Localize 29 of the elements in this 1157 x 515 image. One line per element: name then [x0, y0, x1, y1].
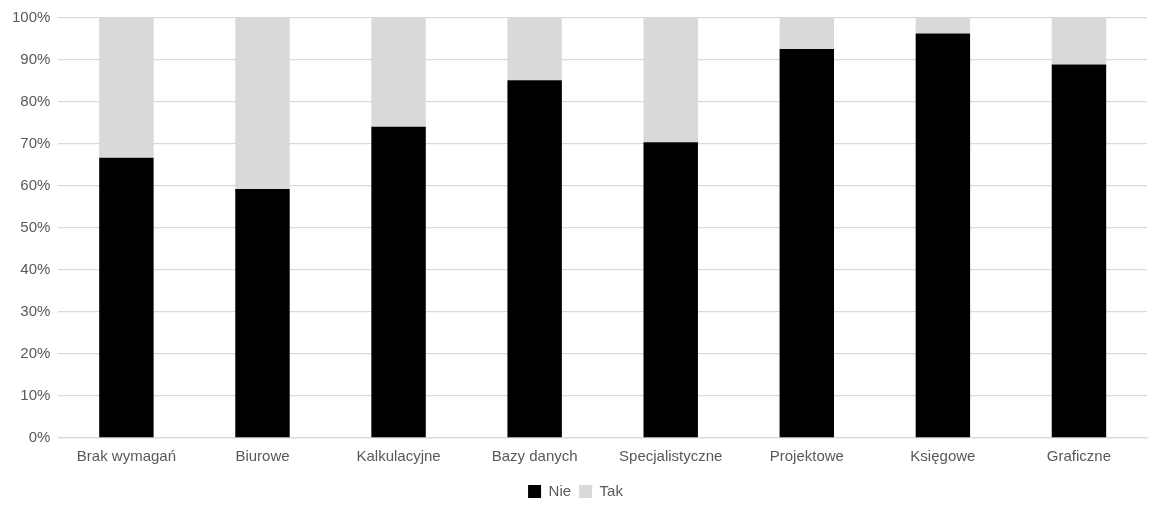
bar — [371, 126, 426, 438]
y-tick-label: 90% — [20, 50, 51, 68]
x-tick-label: Księgowe — [910, 447, 976, 465]
bar — [507, 80, 562, 438]
x-tick-label: Brak wymagań — [76, 447, 177, 465]
bar — [99, 157, 154, 438]
y-tick-label: 0% — [28, 428, 51, 446]
bar — [1051, 64, 1107, 438]
y-tick-label: 50% — [20, 218, 51, 236]
legend-label: Nie — [548, 481, 572, 499]
bar — [915, 33, 971, 438]
y-tick-label: 10% — [20, 386, 51, 404]
y-tick-label: 60% — [20, 176, 51, 194]
y-tick-label: 70% — [20, 134, 51, 152]
x-tick-label: Kalkulacyjne — [356, 447, 441, 465]
y-tick-label: 30% — [20, 302, 51, 320]
y-tick-label: 80% — [20, 92, 51, 110]
legend-label: Tak — [599, 481, 624, 499]
y-tick-label: 40% — [20, 260, 51, 278]
x-tick-label: Bazy danych — [491, 447, 578, 465]
bar — [235, 188, 290, 438]
x-tick-label: Specjalistyczne — [619, 447, 723, 465]
y-tick-label: 20% — [20, 344, 51, 362]
x-tick-label: Biurowe — [235, 447, 290, 465]
x-tick-label: Projektowe — [769, 447, 844, 465]
bar — [643, 142, 698, 438]
y-tick-label: 100% — [11, 8, 51, 26]
x-tick-label: Graficzne — [1046, 447, 1112, 465]
bar — [779, 49, 835, 438]
